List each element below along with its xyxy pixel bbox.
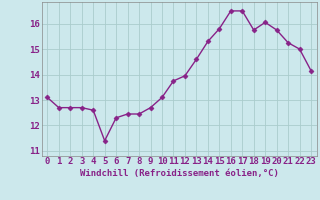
X-axis label: Windchill (Refroidissement éolien,°C): Windchill (Refroidissement éolien,°C) — [80, 169, 279, 178]
